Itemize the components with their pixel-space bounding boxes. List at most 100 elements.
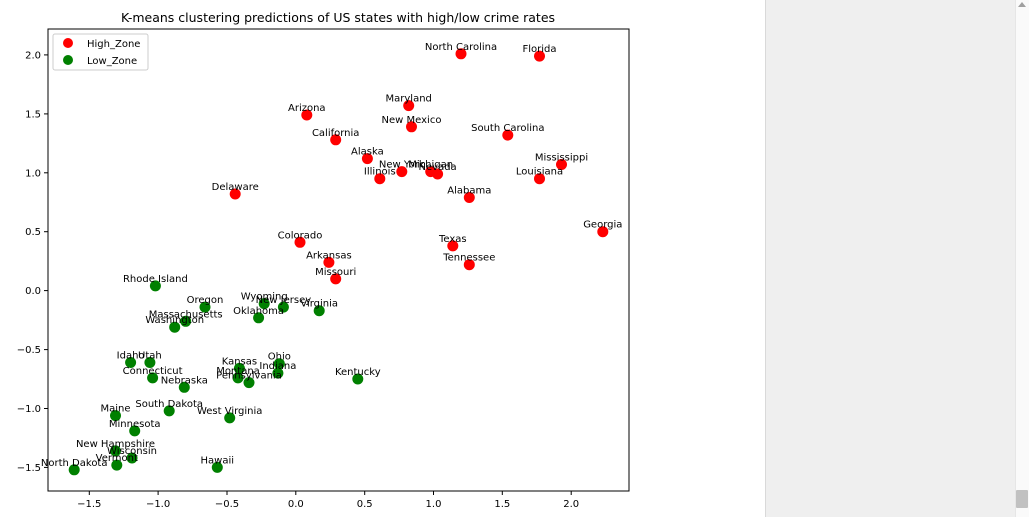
legend-marker-high-zone [63,38,73,48]
data-point-label: Alaska [351,147,384,158]
data-point [110,445,121,457]
data-point-label: Arkansas [306,250,352,261]
data-point [597,226,609,238]
data-point-label: Texas [438,234,467,245]
data-point [272,367,284,379]
x-tick-label: 0.5 [357,499,373,510]
y-tick-label: 0.0 [25,286,41,297]
data-point-label: New York [379,160,425,171]
data-point [403,100,415,112]
x-tick-label: 1.0 [426,499,442,510]
data-point-label: New Jersey [256,295,312,306]
data-point-label: New Hampshire [76,439,155,450]
data-point [301,109,313,121]
chart-title: K-means clustering predictions of US sta… [121,10,555,25]
data-point-label: Washington [145,315,204,326]
data-point-label: Wyoming [241,292,288,303]
vertical-scrollbar[interactable] [1015,0,1029,517]
scrollbar-thumb[interactable] [1016,490,1028,508]
data-point-label: South Dakota [135,399,203,410]
data-point-label: Vermont [96,453,138,464]
data-point [253,312,265,324]
x-tick-label: 2.0 [563,499,579,510]
data-point-label: Utah [138,351,162,362]
data-point-label: Oregon [187,295,224,306]
data-point [68,464,80,476]
data-point [406,121,417,133]
data-point-label: North Carolina [425,42,497,53]
data-point-label: Nebraska [161,375,208,386]
data-point-label: Illinois [364,167,396,178]
data-point [432,168,444,180]
data-point-label: Delaware [212,182,259,193]
x-tick-label: 1.5 [494,499,510,510]
data-point-label: Massachusetts [149,309,223,320]
data-point-label: Maryland [386,94,432,105]
legend: High_Zone Low_Zone [52,33,149,71]
data-point [463,192,475,203]
data-point [534,50,545,62]
data-point [111,459,123,471]
chart-area: K-means clustering predictions of US sta… [16,10,630,510]
data-point [144,357,156,368]
data-point-label: Kansas [222,356,257,367]
data-point [199,301,211,313]
x-tick-label: 0.0 [288,499,304,510]
data-point [361,153,373,165]
data-point-label: Virginia [300,299,338,310]
data-point-label: West Virginia [197,406,262,417]
data-point [323,256,335,268]
y-tick-label: −1.0 [17,404,41,415]
y-tick-label: −1.5 [17,463,41,474]
y-tick-label: 0.5 [25,227,41,238]
data-point [129,425,141,437]
scroll-up-arrow-icon[interactable] [1018,2,1026,7]
data-point [463,259,475,271]
y-tick-label: −0.5 [17,345,41,356]
data-point-label: Indiana [259,361,296,372]
data-point [125,357,137,368]
data-point-label: Minnesota [109,419,161,430]
data-point [232,372,244,384]
data-point [396,166,408,178]
data-point [126,452,138,464]
data-point-label: New Mexico [382,115,442,126]
data-point-label: Nevada [419,162,457,173]
legend-frame [52,33,149,71]
data-point [313,305,325,317]
data-point-label: Maine [100,404,130,415]
data-point-label: Tennessee [442,253,495,264]
data-point [294,236,306,248]
data-point [163,405,175,417]
data-point-label: Georgia [583,220,622,231]
data-point [534,173,545,185]
x-tick-label: −0.5 [215,499,239,510]
axis-layer: −1.5 −1.0 −0.5 0.0 0.5 1.0 1.5 2.0 −1.5 −1.0 −0.5 0… [17,50,579,510]
data-point-label: North Dakota [41,458,108,469]
legend-marker-low-zone [63,55,73,65]
data-point [149,280,161,292]
data-point [147,372,159,384]
data-point-label: Idaho [117,351,145,362]
data-point [224,412,236,424]
data-point [110,410,121,422]
data-point [169,321,181,333]
data-point [455,48,467,60]
data-point-label: California [312,128,360,139]
data-point-label: Colorado [278,230,323,241]
plot-frame [47,28,630,492]
y-tick-label: 2.0 [25,50,41,61]
x-tick-label: −1.5 [77,499,101,510]
data-point-label: Kentucky [335,367,381,378]
data-point-label: Ohio [268,352,291,363]
plot-layer: North Carolina Florida Arizona Maryland New … [41,42,622,476]
data-point-label: Missouri [315,267,356,278]
data-point-label: Wisconsin [107,446,157,457]
data-point [233,362,245,374]
legend-label-high-zone: High_Zone [87,39,140,50]
data-point [243,377,255,389]
data-point-label: Michigan [408,160,453,171]
data-point-label: Oklahoma [233,306,284,317]
data-point-label: South Carolina [471,123,544,134]
data-point [229,188,241,200]
